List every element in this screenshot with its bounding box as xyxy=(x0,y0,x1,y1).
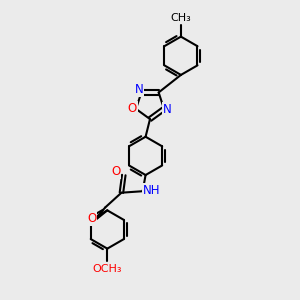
Text: O: O xyxy=(111,165,120,178)
Text: NH: NH xyxy=(143,184,160,197)
Text: O: O xyxy=(128,102,137,115)
Text: OCH₃: OCH₃ xyxy=(93,264,122,274)
Text: CH₃: CH₃ xyxy=(170,14,191,23)
Text: N: N xyxy=(135,83,143,96)
Text: N: N xyxy=(163,103,172,116)
Text: O: O xyxy=(87,212,97,225)
